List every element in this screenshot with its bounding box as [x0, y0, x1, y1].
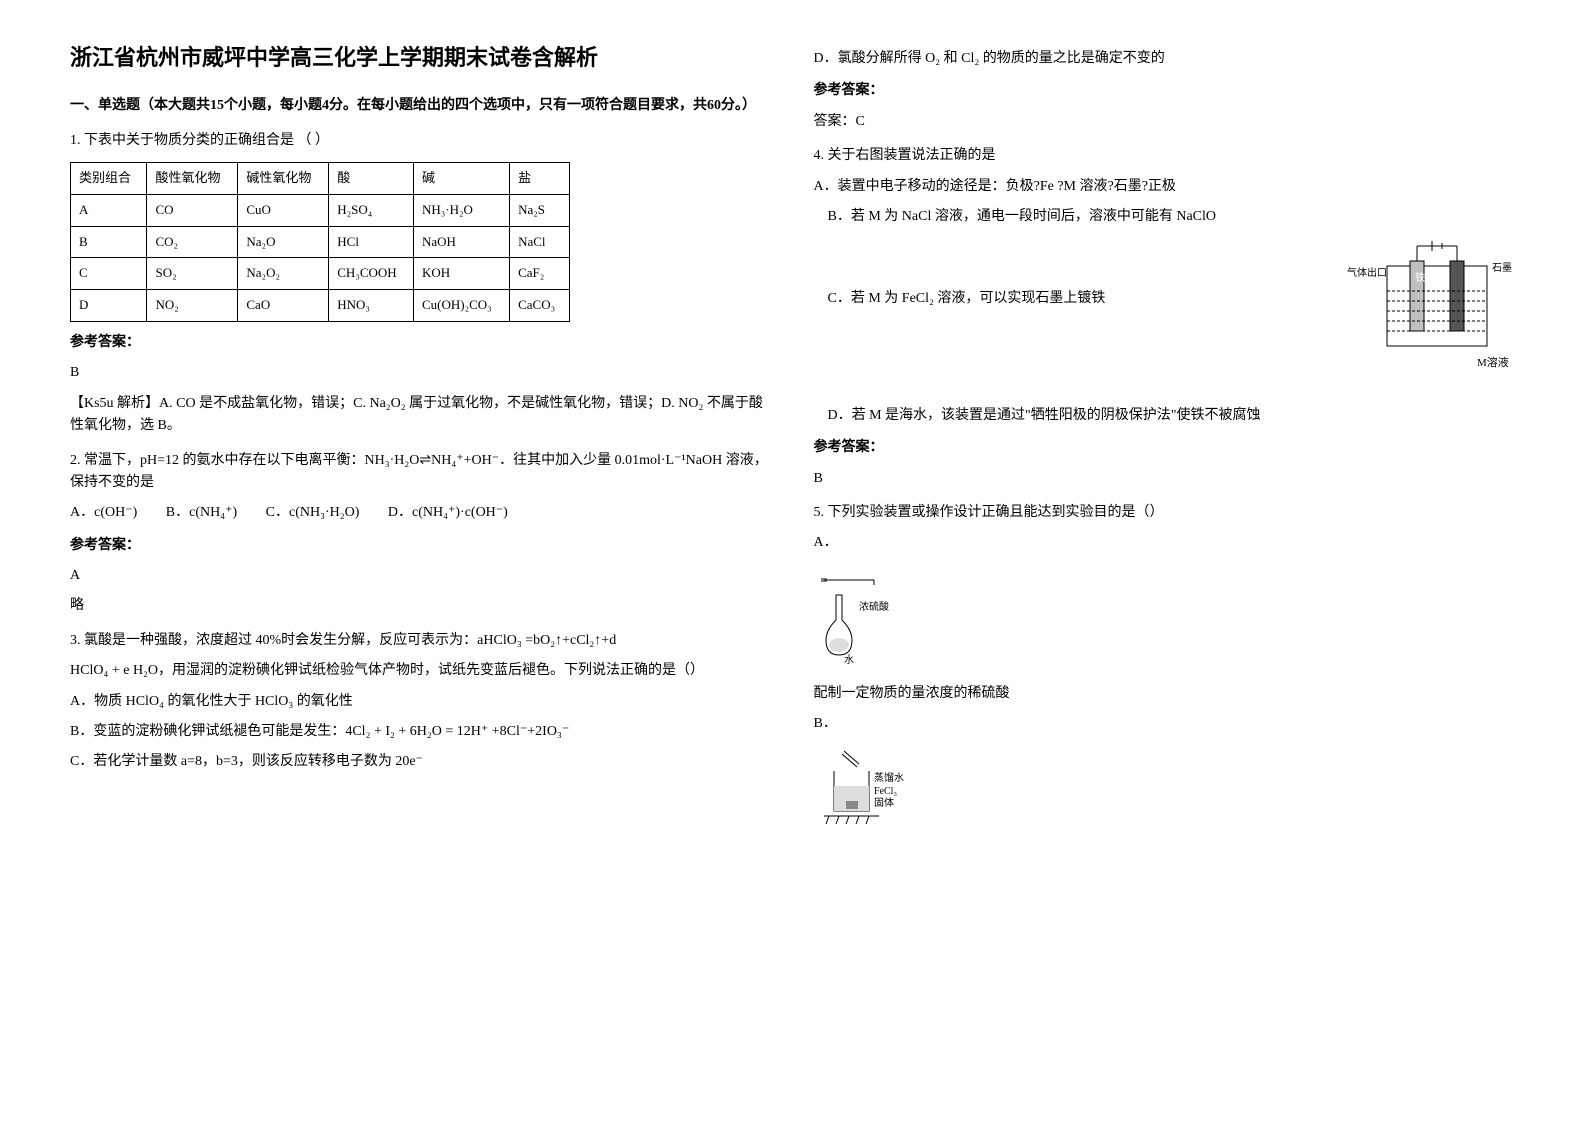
table-cell: CO	[147, 194, 238, 226]
left-column: 浙江省杭州市威坪中学高三化学上学期期末试卷含解析 一、单选题（本大题共15个小题…	[50, 40, 794, 1082]
q4-option-a: A．装置中电子移动的途径是：负极?Fe ?M 溶液?石墨?正极	[814, 176, 1518, 198]
table-cell: NO₂	[147, 290, 238, 322]
question-5: 5. 下列实验装置或操作设计正确且能达到实验目的是（） A． 浓硫酸 水 配制一…	[814, 502, 1518, 844]
q4-option-b: B．若 M 为 NaCl 溶液，通电一段时间后，溶液中可能有 NaClO	[814, 206, 1518, 228]
table-cell: Na₂O	[238, 226, 329, 258]
table-header-row: 类别组合 酸性氧化物 碱性氧化物 酸 碱 盐	[71, 162, 570, 194]
table-header: 酸	[329, 162, 414, 194]
q1-analysis: 【Ks5u 解析】A. CO 是不成盐氧化物，错误；C. Na₂O₂ 属于过氧化…	[70, 393, 774, 438]
table-row: D NO₂ CaO HNO₃ Cu(OH)₂CO₃ CaCO₃	[71, 290, 570, 322]
table-cell: H₂SO₄	[329, 194, 414, 226]
diagram-label-fe: 铁	[1415, 271, 1425, 284]
flask-label-acid: 浓硫酸	[859, 600, 889, 613]
right-column: D．氯酸分解所得 O₂ 和 Cl₂ 的物质的量之比是确定不变的 参考答案： 答案…	[794, 40, 1538, 1082]
answer-label: 参考答案：	[814, 437, 1518, 459]
flask-svg-a: 浓硫酸 水	[814, 565, 924, 665]
q4-prompt: 4. 关于右图装置说法正确的是	[814, 145, 1518, 167]
beaker-label-solid: 固体	[874, 797, 894, 809]
electrolysis-svg: 气体出口 铁 石墨 M溶液	[1347, 236, 1517, 386]
table-cell: NaOH	[413, 226, 509, 258]
q3-option-a: A．物质 HClO₄ 的氧化性大于 HClO₃ 的氧化性	[70, 691, 774, 713]
table-cell: B	[71, 226, 147, 258]
table-cell: HNO₃	[329, 290, 414, 322]
answer-label: 参考答案：	[814, 80, 1518, 102]
table-cell: KOH	[413, 258, 509, 290]
beaker-label-fecl3: FeCl₃	[874, 786, 897, 797]
answer-value: C	[856, 114, 865, 129]
beaker-label-water: 蒸馏水	[874, 771, 904, 784]
table-header: 类别组合	[71, 162, 147, 194]
table-header: 碱性氧化物	[238, 162, 329, 194]
question-1: 1. 下表中关于物质分类的正确组合是 （ ） 类别组合 酸性氧化物 碱性氧化物 …	[70, 130, 774, 438]
q3-option-b: B．变蓝的淀粉碘化钾试纸褪色可能是发生：4Cl₂ + I₂ + 6H₂O = 1…	[70, 721, 774, 743]
section-header: 一、单选题（本大题共15个小题，每小题4分。在每小题给出的四个选项中，只有一项符…	[70, 95, 774, 117]
volumetric-flask-diagram: 浓硫酸 水	[814, 565, 1518, 673]
table-cell: A	[71, 194, 147, 226]
q3-line2: HClO₄ + e H₂O，用湿润的淀粉碘化钾试纸检验气体产物时，试纸先变蓝后褪…	[70, 660, 774, 682]
question-4: 4. 关于右图装置说法正确的是 A．装置中电子移动的途径是：负极?Fe ?M 溶…	[814, 145, 1518, 490]
table-cell: CaCO₃	[510, 290, 570, 322]
beaker-diagram: 蒸馏水 FeCl₃ 固体	[814, 746, 1518, 844]
q2-extra: 略	[70, 595, 774, 617]
question-2: 2. 常温下，pH=12 的氨水中存在以下电离平衡：NH₃·H₂O⇌NH₄⁺+O…	[70, 450, 774, 618]
table-cell: NaCl	[510, 226, 570, 258]
electrolysis-diagram: 气体出口 铁 石墨 M溶液	[1347, 236, 1517, 394]
q2-option-a: A．c(OH⁻)	[70, 505, 137, 520]
diagram-label-graphite: 石墨	[1492, 262, 1512, 274]
table-row: B CO₂ Na₂O HCl NaOH NaCl	[71, 226, 570, 258]
flask-svg-b: 蒸馏水 FeCl₃ 固体	[814, 746, 924, 836]
q3-answer: 答案：C	[814, 111, 1518, 133]
q2-answer: A	[70, 565, 774, 587]
question-3: 3. 氯酸是一种强酸，浓度超过 40%时会发生分解，反应可表示为：aHClO₃ …	[70, 630, 774, 774]
page-title: 浙江省杭州市威坪中学高三化学上学期期末试卷含解析	[70, 40, 774, 75]
table-cell: CH₃COOH	[329, 258, 414, 290]
table-cell: CaF₂	[510, 258, 570, 290]
q4-answer: B	[814, 468, 1518, 490]
table-cell: HCl	[329, 226, 414, 258]
answer-label: 参考答案：	[70, 332, 774, 354]
table-cell: SO₂	[147, 258, 238, 290]
q5-option-b-label: B．	[814, 713, 1518, 735]
answer-label: 参考答案：	[70, 535, 774, 557]
table-cell: Na₂S	[510, 194, 570, 226]
q1-answer: B	[70, 362, 774, 384]
flask-label-water: 水	[844, 654, 854, 665]
q5-option-a-label: A．	[814, 532, 1518, 554]
q2-option-b: B．c(NH₄⁺)	[166, 505, 237, 520]
table-row: C SO₂ Na₂O₂ CH₃COOH KOH CaF₂	[71, 258, 570, 290]
q5-option-a-text: 配制一定物质的量浓度的稀硫酸	[814, 683, 1518, 705]
diagram-label-gas: 气体出口	[1347, 266, 1387, 279]
q3-prompt: 3. 氯酸是一种强酸，浓度超过 40%时会发生分解，反应可表示为：aHClO₃ …	[70, 630, 774, 652]
table-cell: CuO	[238, 194, 329, 226]
table-cell: C	[71, 258, 147, 290]
q1-table: 类别组合 酸性氧化物 碱性氧化物 酸 碱 盐 A CO CuO H₂SO₄ NH…	[70, 162, 570, 322]
table-header: 盐	[510, 162, 570, 194]
q2-prompt: 2. 常温下，pH=12 的氨水中存在以下电离平衡：NH₃·H₂O⇌NH₄⁺+O…	[70, 450, 774, 495]
table-cell: NH₃·H₂O	[413, 194, 509, 226]
q3-option-d: D．氯酸分解所得 O₂ 和 Cl₂ 的物质的量之比是确定不变的	[814, 48, 1518, 70]
q4-option-d: D．若 M 是海水，该装置是通过"牺牲阳极的阴极保护法"使铁不被腐蚀	[814, 405, 1518, 427]
table-cell: CO₂	[147, 226, 238, 258]
table-cell: CaO	[238, 290, 329, 322]
q3-option-c: C．若化学计量数 a=8，b=3，则该反应转移电子数为 20e⁻	[70, 751, 774, 773]
q5-prompt: 5. 下列实验装置或操作设计正确且能达到实验目的是（）	[814, 502, 1518, 524]
answer-prefix: 答案：	[814, 114, 856, 129]
table-cell: Cu(OH)₂CO₃	[413, 290, 509, 322]
table-cell: D	[71, 290, 147, 322]
q2-options: A．c(OH⁻) B．c(NH₄⁺) C．c(NH₃·H₂O) D．c(NH₄⁺…	[70, 502, 774, 524]
diagram-label-solution: M溶液	[1477, 355, 1509, 369]
q1-prompt: 1. 下表中关于物质分类的正确组合是 （ ）	[70, 130, 774, 152]
table-cell: Na₂O₂	[238, 258, 329, 290]
q2-option-c: C．c(NH₃·H₂O)	[266, 505, 360, 520]
table-header: 碱	[413, 162, 509, 194]
table-row: A CO CuO H₂SO₄ NH₃·H₂O Na₂S	[71, 194, 570, 226]
q2-option-d: D．c(NH₄⁺)·c(OH⁻)	[388, 505, 508, 520]
table-header: 酸性氧化物	[147, 162, 238, 194]
